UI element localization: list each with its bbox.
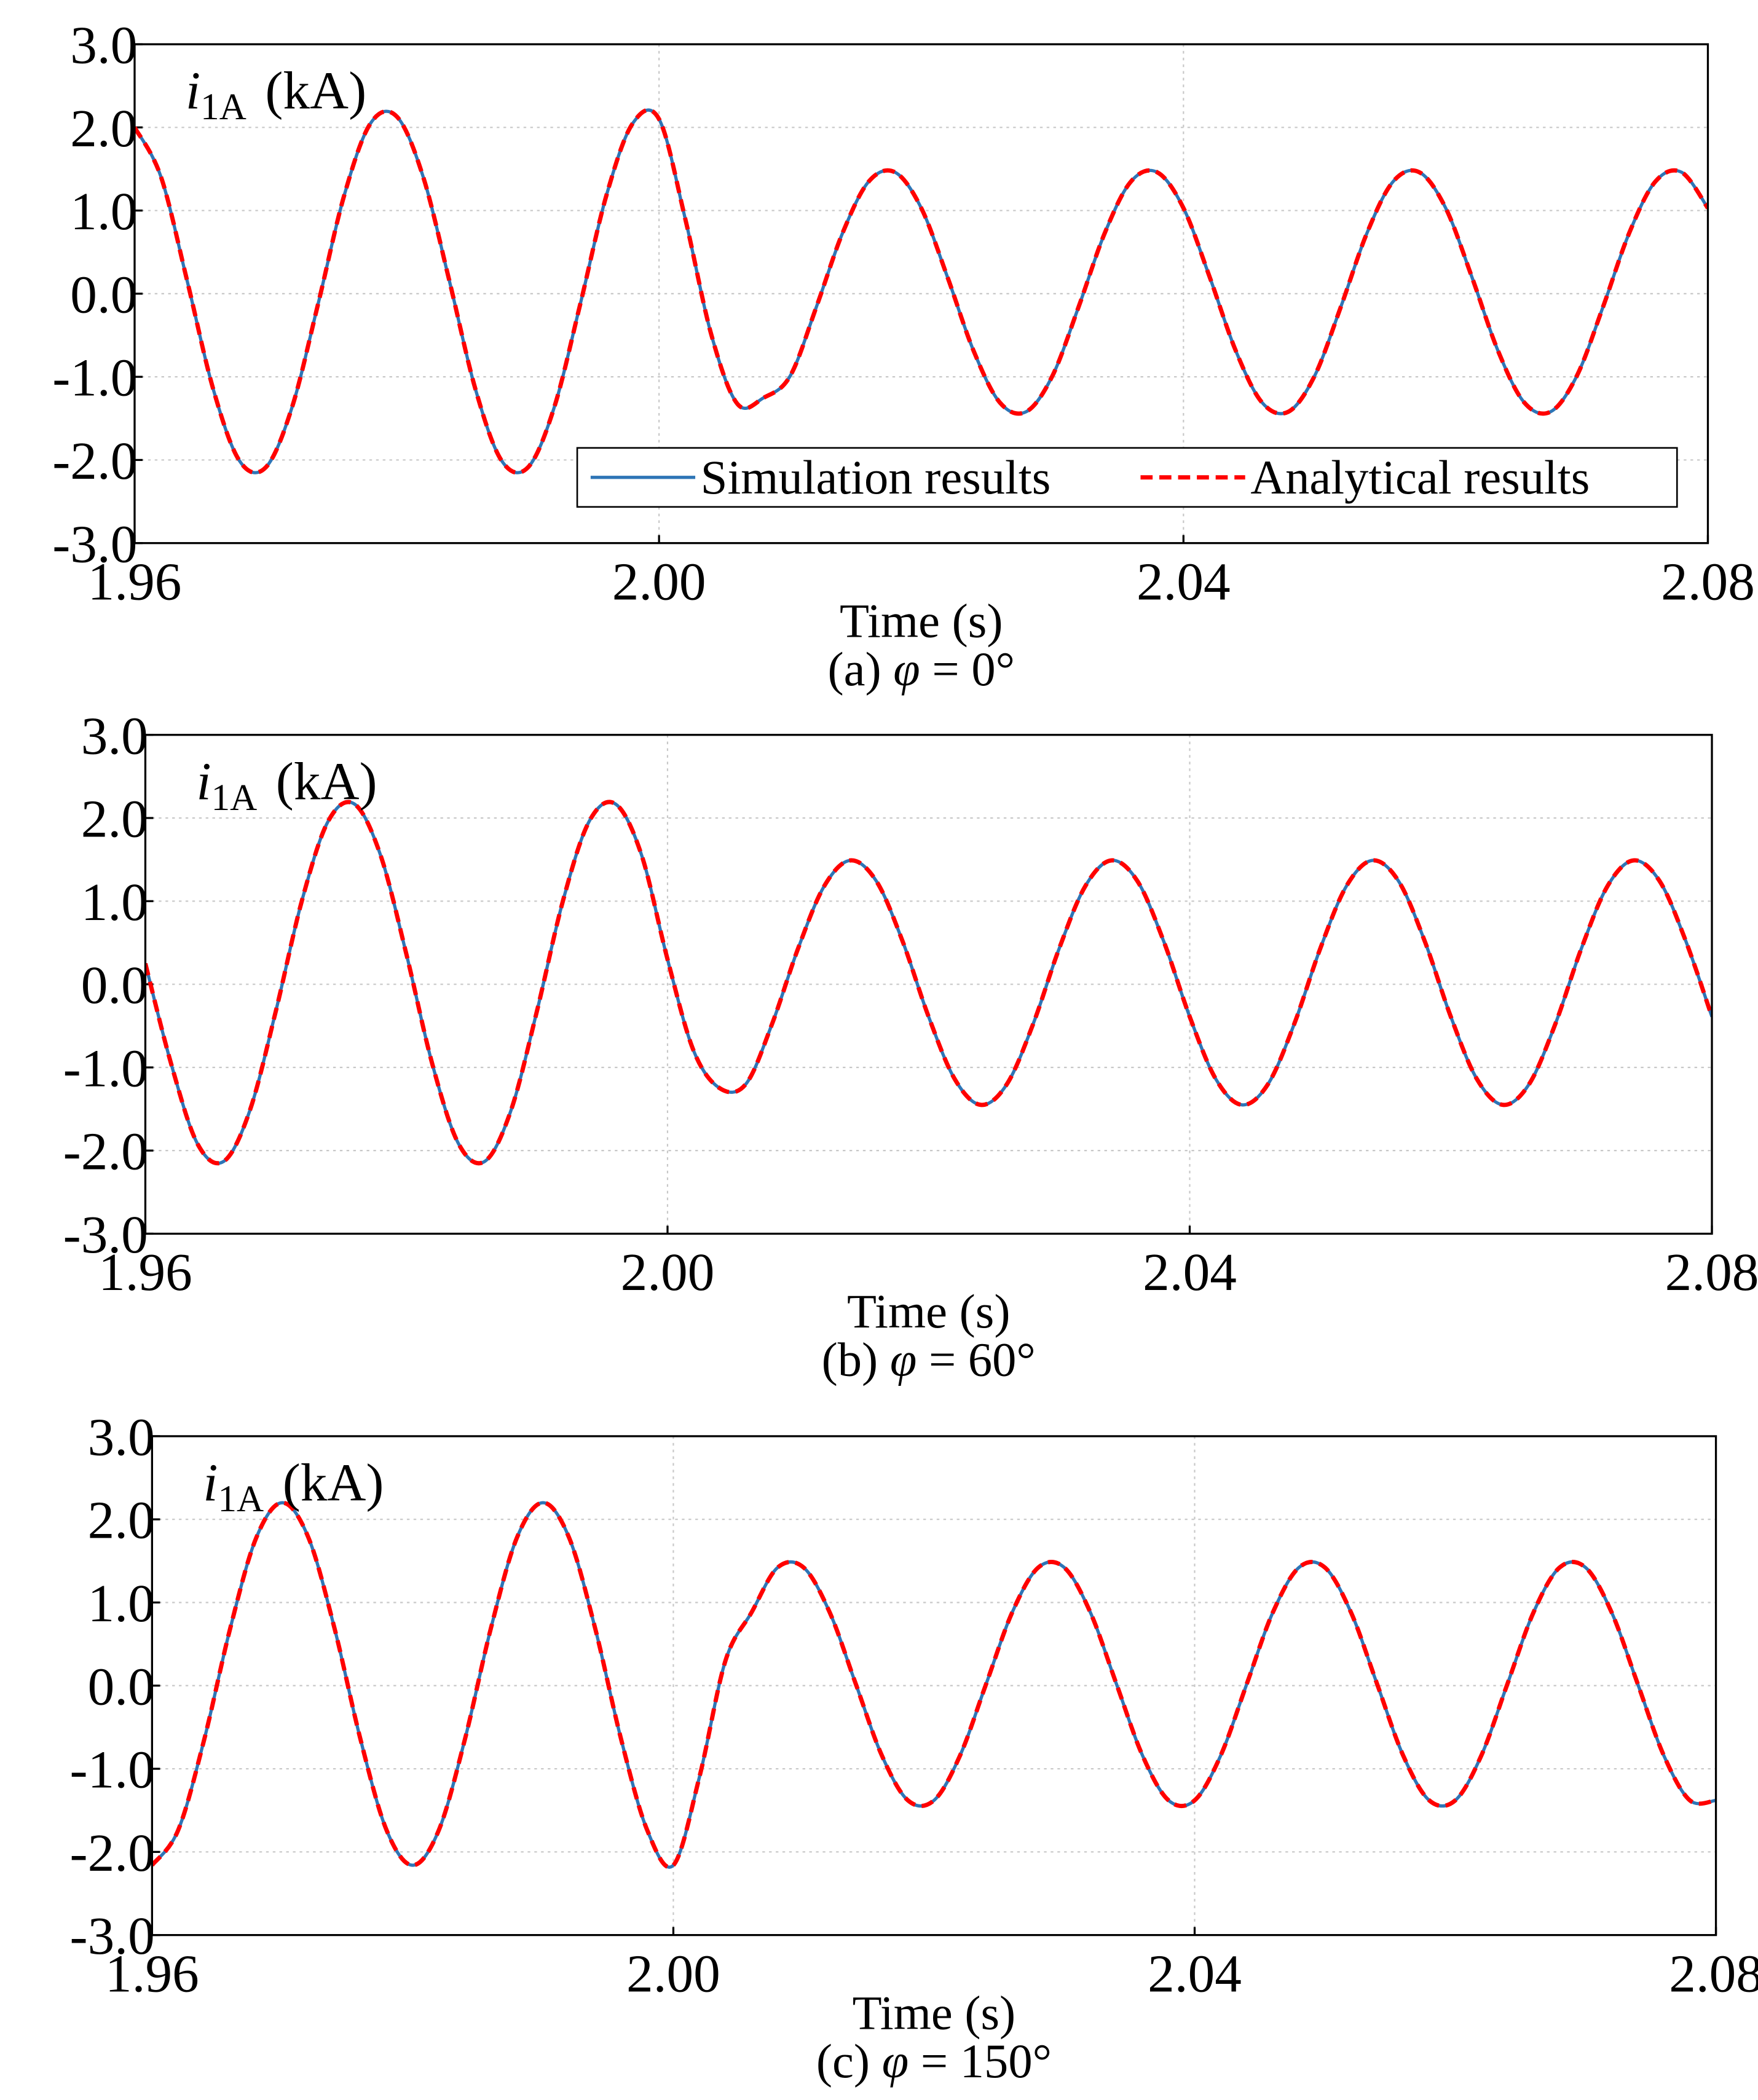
y-label-unit: (kA) xyxy=(283,1453,384,1512)
caption-prefix: (b) xyxy=(822,1333,890,1386)
y-tick-label: -1.0 xyxy=(52,348,137,407)
x-tick-label: 1.96 xyxy=(105,1943,199,2003)
y-tick-label: -2.0 xyxy=(70,1823,155,1882)
caption-prefix: (a) xyxy=(827,642,893,696)
plot-area xyxy=(145,734,1713,1234)
y-tick-label: 3.0 xyxy=(88,1407,155,1466)
y-tick-label: 1.0 xyxy=(88,1573,155,1633)
y-tick-label: 1.0 xyxy=(70,181,137,241)
caption-symbol: φ xyxy=(893,642,920,696)
y-label-unit: (kA) xyxy=(276,751,377,811)
series-line xyxy=(152,1500,1716,1870)
y-tick-label: -1.0 xyxy=(70,1740,155,1799)
legend-box xyxy=(576,447,1678,508)
series-line xyxy=(134,108,1708,475)
legend-label: Simulation results xyxy=(701,450,1050,504)
plot-frame xyxy=(133,43,1709,545)
x-tick-label: 1.96 xyxy=(98,1242,192,1302)
x-tick-label: 2.04 xyxy=(1143,1242,1237,1302)
y-label-var: i xyxy=(186,61,200,120)
x-tick-label: 2.04 xyxy=(1137,551,1231,611)
x-tick-label: 1.96 xyxy=(88,551,182,611)
y-tick-label: -3.0 xyxy=(70,1906,155,1965)
y-tick-label: 2.0 xyxy=(88,1490,155,1550)
caption-symbol: φ xyxy=(882,2034,909,2088)
y-tick-label: 1.0 xyxy=(81,872,148,932)
y-tick-label: 0.0 xyxy=(81,955,148,1015)
caption: (a) φ = 0° xyxy=(827,642,1015,696)
y-label-var: i xyxy=(196,751,211,811)
y-axis-label: i1A (kA) xyxy=(186,61,366,128)
x-tick-label: 2.08 xyxy=(1661,551,1755,611)
caption: (c) φ = 150° xyxy=(816,2034,1052,2088)
caption-prefix: (c) xyxy=(816,2034,882,2088)
y-tick-label: -3.0 xyxy=(63,1205,148,1264)
x-tick-label: 2.08 xyxy=(1669,1943,1758,2003)
y-axis-label: i1A (kA) xyxy=(203,1453,384,1520)
y-tick-label: -1.0 xyxy=(63,1038,148,1098)
y-label-sub: 1A xyxy=(211,777,258,819)
y-label-sub: 1A xyxy=(218,1479,264,1520)
plot-frame xyxy=(144,734,1713,1235)
series-line xyxy=(145,800,1713,1166)
legend-label: Analytical results xyxy=(1250,450,1590,504)
x-axis-label: Time (s) xyxy=(840,594,1003,647)
y-tick-label: -2.0 xyxy=(52,431,137,490)
caption-suffix: = 150° xyxy=(909,2034,1052,2088)
caption: (b) φ = 60° xyxy=(822,1333,1036,1386)
x-tick-label: 2.00 xyxy=(626,1943,720,2003)
y-tick-label: -2.0 xyxy=(63,1122,148,1181)
y-tick-label: 0.0 xyxy=(70,264,137,324)
y-tick-label: 2.0 xyxy=(81,789,148,849)
y-label-unit: (kA) xyxy=(265,61,366,120)
y-tick-label: -3.0 xyxy=(52,514,137,573)
y-tick-label: 3.0 xyxy=(70,15,137,75)
y-label-sub: 1A xyxy=(200,87,246,128)
x-tick-label: 2.04 xyxy=(1148,1943,1242,2003)
y-tick-label: 2.0 xyxy=(70,98,137,158)
y-tick-label: 3.0 xyxy=(81,706,148,765)
x-axis-label: Time (s) xyxy=(853,1986,1016,2039)
plot-frame xyxy=(151,1435,1717,1937)
x-tick-label: 2.00 xyxy=(612,551,706,611)
y-label-var: i xyxy=(203,1453,218,1512)
x-tick-label: 2.08 xyxy=(1665,1242,1758,1302)
y-tick-label: 0.0 xyxy=(88,1656,155,1716)
x-axis-label: Time (s) xyxy=(847,1284,1011,1338)
caption-suffix: = 60° xyxy=(916,1333,1036,1386)
caption-symbol: φ xyxy=(890,1333,916,1386)
x-tick-label: 2.00 xyxy=(621,1242,715,1302)
y-axis-label: i1A (kA) xyxy=(196,751,377,818)
caption-suffix: = 0° xyxy=(920,642,1015,696)
